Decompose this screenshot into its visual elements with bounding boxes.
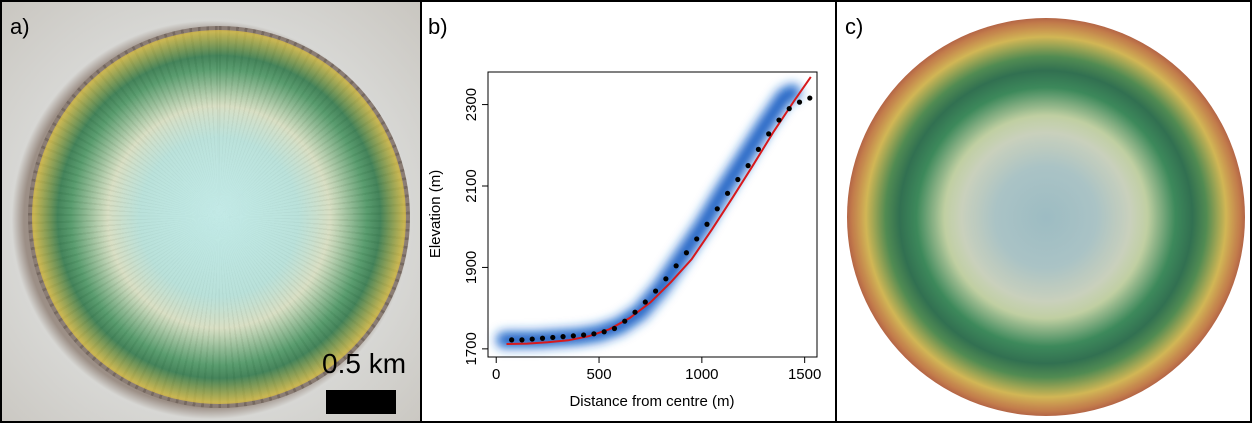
data-point bbox=[560, 334, 566, 340]
panel-b-profile-chart: b) 0 500 1000 1500 1700 1900 2100 2300 Distance… bbox=[422, 2, 835, 421]
data-point bbox=[786, 106, 792, 112]
x-tick-label: 0 bbox=[492, 366, 500, 383]
data-point bbox=[652, 288, 659, 294]
data-point bbox=[642, 299, 648, 305]
data-point bbox=[704, 221, 710, 227]
data-point bbox=[539, 335, 546, 341]
data-point bbox=[622, 318, 628, 324]
data-point bbox=[591, 331, 597, 337]
data-point bbox=[570, 333, 576, 339]
plot-area-frame bbox=[487, 71, 818, 358]
y-tick-label: 1700 bbox=[463, 332, 480, 365]
data-point bbox=[519, 337, 525, 343]
data-point bbox=[529, 336, 535, 342]
data-point bbox=[714, 206, 720, 212]
divider-ab bbox=[420, 0, 422, 423]
fit-curve bbox=[506, 76, 812, 345]
profile-chart: 0 500 1000 1500 1700 1900 2100 2300 Distance fr… bbox=[427, 71, 821, 410]
data-point bbox=[796, 99, 803, 105]
data-point bbox=[581, 332, 587, 338]
x-axis-title: Distance from centre (m) bbox=[569, 393, 734, 410]
scale-bar bbox=[326, 390, 396, 414]
data-point bbox=[776, 117, 782, 123]
panel-c-label: c) bbox=[845, 14, 864, 39]
panel-a-label: a) bbox=[10, 14, 30, 39]
data-point bbox=[601, 329, 607, 335]
axis-ticks: 0 500 1000 1500 1700 1900 2100 2300 bbox=[463, 88, 821, 383]
data-point bbox=[807, 95, 813, 101]
modelled-crater bbox=[847, 18, 1245, 416]
divider-bc bbox=[835, 0, 837, 423]
data-point bbox=[632, 309, 638, 315]
scale-bar-label: 0.5 km bbox=[322, 348, 407, 379]
crater-floor bbox=[120, 108, 320, 313]
data-point bbox=[724, 190, 731, 196]
y-tick-label: 1900 bbox=[463, 251, 480, 284]
y-axis-title: Elevation (m) bbox=[427, 170, 444, 258]
data-point bbox=[745, 163, 751, 169]
data-point bbox=[663, 276, 669, 282]
elevation-points bbox=[509, 95, 813, 343]
data-point bbox=[766, 131, 772, 137]
panel-b-label: b) bbox=[428, 14, 448, 39]
data-point bbox=[509, 337, 515, 343]
x-tick-label: 1000 bbox=[685, 366, 718, 383]
data-point bbox=[611, 325, 618, 332]
data-point bbox=[755, 146, 761, 152]
x-tick-label: 500 bbox=[587, 366, 612, 383]
x-tick-label: 1500 bbox=[788, 366, 821, 383]
data-point bbox=[550, 334, 556, 341]
data-point bbox=[735, 176, 741, 183]
y-tick-label: 2100 bbox=[463, 169, 480, 202]
data-point bbox=[683, 250, 690, 256]
y-tick-label: 2300 bbox=[463, 88, 480, 121]
data-point bbox=[694, 236, 700, 242]
panel-a-crater-image: a) 0.5 km bbox=[2, 2, 420, 421]
data-point bbox=[673, 263, 679, 269]
panel-c-model-image: c) bbox=[837, 2, 1250, 421]
